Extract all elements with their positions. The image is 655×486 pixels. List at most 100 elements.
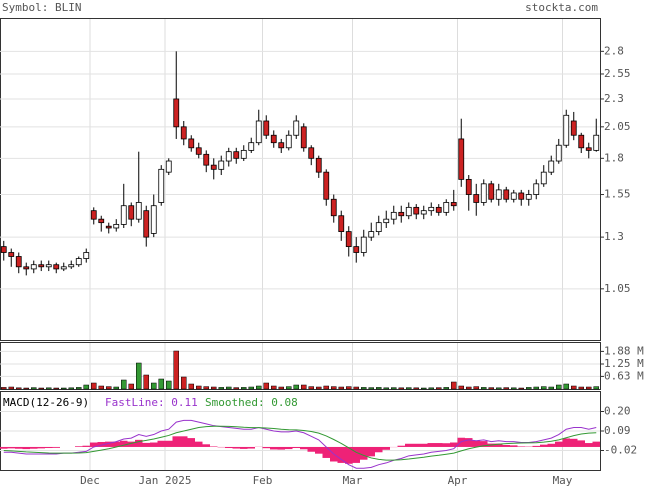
candle-body <box>195 147 202 155</box>
volume-bar <box>361 387 367 390</box>
candle-body <box>383 218 390 224</box>
macd-histogram-bar <box>37 446 45 449</box>
candle-body <box>23 266 30 270</box>
candle-body <box>113 224 120 229</box>
macd-histogram-bar <box>450 442 458 447</box>
volume-bar <box>241 387 247 390</box>
macd-histogram-bar <box>90 442 98 447</box>
volume-bar <box>406 387 412 390</box>
macd-histogram-bar <box>142 442 150 447</box>
candle-body <box>375 222 382 232</box>
x-tick-label: Feb <box>253 474 273 486</box>
volume-bar <box>256 385 262 390</box>
y-tick-label: 0.20 <box>604 405 631 418</box>
candle-body <box>203 153 210 166</box>
volume-bar <box>16 387 22 390</box>
candle-body <box>188 138 195 149</box>
candle-body <box>315 157 322 173</box>
macd-histogram-bar <box>322 446 330 458</box>
volume-bar <box>473 386 479 390</box>
candle-body <box>53 264 60 270</box>
macd-histogram-bar <box>120 440 128 447</box>
legend-entry: FastLine: 0.11 <box>105 396 198 409</box>
macd-histogram-bar <box>172 436 180 447</box>
candle-body <box>465 178 472 195</box>
candle-body <box>428 206 435 212</box>
macd-histogram-bar <box>45 446 53 449</box>
volume-bar <box>488 387 494 390</box>
macd-histogram-bar <box>337 446 345 463</box>
macd-histogram-bar <box>397 445 405 447</box>
volume-bar <box>38 387 44 390</box>
volume-bar <box>316 386 322 390</box>
candle-body <box>105 225 112 229</box>
candle-body <box>0 246 7 253</box>
macd-histogram-bar <box>495 443 503 447</box>
volume-bar <box>286 386 292 390</box>
candle-body <box>585 147 592 151</box>
candle-body <box>68 264 75 268</box>
macd-histogram-bar <box>577 440 585 447</box>
candle-body <box>353 246 360 253</box>
volume-bar <box>106 386 112 390</box>
macd-histogram-bar <box>30 446 38 449</box>
macd-histogram-bar <box>382 446 390 450</box>
macd-histogram-bar <box>532 445 540 447</box>
volume-bar <box>413 387 419 390</box>
macd-histogram-bar <box>517 446 525 447</box>
macd-histogram-bar <box>427 443 435 447</box>
volume-bar <box>98 385 104 390</box>
macd-histogram-bar <box>285 446 293 450</box>
volume-bar <box>496 387 502 390</box>
volume-bar <box>46 387 52 390</box>
volume-bar <box>173 350 179 390</box>
macd-histogram-bar <box>7 446 15 449</box>
macd-title: MACD(12-26-9) <box>3 396 89 409</box>
candle-body <box>98 218 105 224</box>
volume-bar <box>518 387 524 390</box>
plot-layer: Dec Jan 2025 Feb Mar Apr May 1.05 1.3 1.55 1.8 2.0… <box>0 19 644 486</box>
volume-panel <box>0 342 601 390</box>
volume-bar <box>368 387 374 390</box>
volume-bar <box>203 386 209 390</box>
volume-bar <box>143 374 149 390</box>
macd-histogram-bar <box>112 441 120 447</box>
volume-bar <box>466 386 472 390</box>
volume-bar <box>61 387 67 390</box>
volume-bar <box>91 382 97 390</box>
y-tick-label: -0.02 <box>604 444 637 457</box>
candle-body <box>293 120 300 136</box>
candle-body <box>128 205 135 220</box>
y-tick-label: 1.55 <box>604 188 631 201</box>
volume-bar <box>586 386 592 390</box>
macd-histogram-bar <box>270 446 278 450</box>
candle-body <box>398 211 405 217</box>
macd-histogram-bar <box>442 443 450 447</box>
macd-histogram-bar <box>195 441 203 447</box>
candle-body <box>255 120 262 144</box>
volume-bar <box>593 386 599 390</box>
volume-bar <box>548 386 554 390</box>
macd-histogram-bar <box>555 441 563 447</box>
candle-body <box>503 189 510 200</box>
volume-bar <box>578 386 584 390</box>
volume-bar <box>428 387 434 390</box>
volume-bar <box>263 382 269 390</box>
volume-bar <box>443 387 449 390</box>
volume-bar <box>526 387 532 390</box>
candle-body <box>548 160 555 173</box>
candle-body <box>173 98 180 128</box>
candle-body <box>270 134 277 144</box>
candle-body <box>225 151 232 162</box>
candle-body <box>135 202 142 220</box>
candle-body <box>75 258 82 266</box>
volume-bar <box>421 387 427 390</box>
volume-bar <box>76 387 82 390</box>
volume-bar <box>376 387 382 390</box>
macd-histogram-bar <box>585 443 593 447</box>
macd-histogram-bar <box>472 440 480 447</box>
volume-bar <box>391 387 397 390</box>
volume-bar <box>226 386 232 390</box>
candle-body <box>285 134 292 149</box>
candle-body <box>435 206 442 213</box>
